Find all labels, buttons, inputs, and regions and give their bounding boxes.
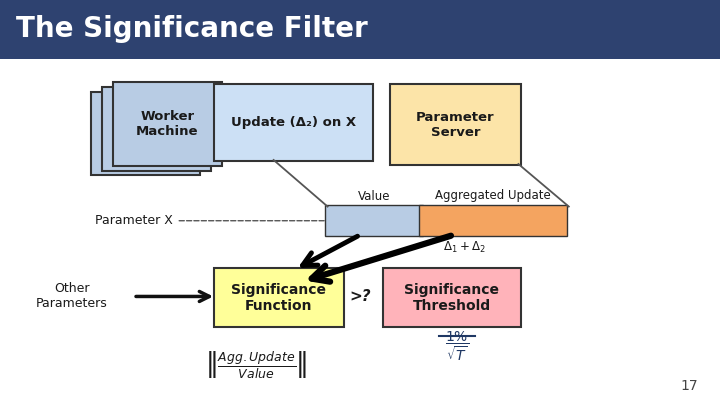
Text: 17: 17 <box>681 379 698 393</box>
Text: >?: >? <box>349 289 371 304</box>
FancyBboxPatch shape <box>102 87 211 171</box>
FancyBboxPatch shape <box>91 92 200 175</box>
Text: Worker
Machine: Worker Machine <box>136 110 199 138</box>
FancyBboxPatch shape <box>214 268 344 327</box>
Text: Update (Δ₂) on X: Update (Δ₂) on X <box>231 116 356 129</box>
FancyBboxPatch shape <box>113 82 222 166</box>
FancyBboxPatch shape <box>214 84 373 161</box>
Text: $\left\|\dfrac{Agg.Update}{Value}\right\|$: $\left\|\dfrac{Agg.Update}{Value}\right\… <box>204 349 307 380</box>
Bar <box>0 59 720 405</box>
FancyBboxPatch shape <box>390 84 521 165</box>
FancyBboxPatch shape <box>325 205 423 236</box>
Text: Value: Value <box>358 190 391 202</box>
FancyBboxPatch shape <box>383 268 521 327</box>
Text: Aggregated Update: Aggregated Update <box>436 190 551 202</box>
Text: $\dfrac{1\%}{\sqrt{T}}$: $\dfrac{1\%}{\sqrt{T}}$ <box>445 330 469 363</box>
Text: Significance
Function: Significance Function <box>232 283 326 313</box>
Bar <box>0 0 720 59</box>
Text: $\Delta_1+\Delta_2$: $\Delta_1+\Delta_2$ <box>443 240 486 255</box>
Text: Significance
Threshold: Significance Threshold <box>405 283 499 313</box>
Text: Parameter X: Parameter X <box>95 214 173 227</box>
Text: Other
Parameters: Other Parameters <box>36 282 108 311</box>
Text: The Significance Filter: The Significance Filter <box>16 15 368 43</box>
FancyBboxPatch shape <box>419 205 567 236</box>
Text: Parameter
Server: Parameter Server <box>416 111 495 139</box>
